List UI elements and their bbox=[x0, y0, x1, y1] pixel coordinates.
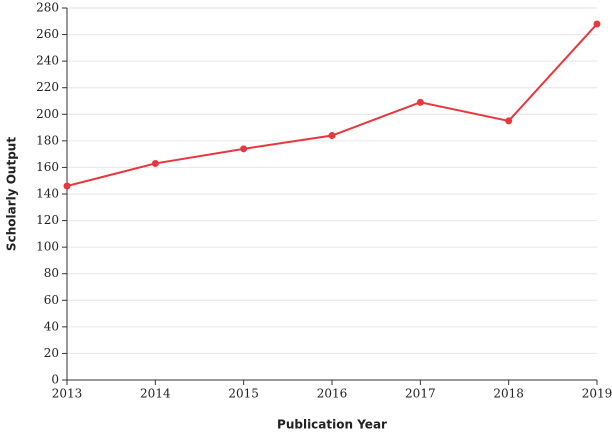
y-tick-label: 100 bbox=[36, 240, 59, 254]
y-tick-label: 80 bbox=[44, 266, 59, 280]
y-tick-label: 160 bbox=[36, 160, 59, 174]
x-axis-title: Publication Year bbox=[277, 418, 387, 432]
y-tick-label: 140 bbox=[36, 187, 59, 201]
y-tick-label: 260 bbox=[36, 27, 59, 41]
y-tick-label: 60 bbox=[44, 293, 59, 307]
x-tick-label: 2015 bbox=[228, 387, 259, 401]
point bbox=[416, 98, 424, 106]
point bbox=[328, 132, 336, 140]
point bbox=[240, 145, 248, 153]
y-tick-label: 220 bbox=[36, 80, 59, 94]
point bbox=[63, 182, 71, 190]
y-axis-title: Scholarly Output bbox=[5, 137, 19, 251]
x-tick-label: 2017 bbox=[405, 387, 436, 401]
x-tick-label: 2018 bbox=[493, 387, 524, 401]
y-tick-label: 240 bbox=[36, 54, 59, 68]
y-tick-label: 200 bbox=[36, 107, 59, 121]
x-tick-label: 2019 bbox=[582, 387, 612, 401]
x-tick-label: 2016 bbox=[317, 387, 348, 401]
y-tick-label: 0 bbox=[51, 373, 59, 387]
point bbox=[593, 20, 601, 28]
y-tick-label: 180 bbox=[36, 133, 59, 147]
y-tick-label: 280 bbox=[36, 1, 59, 15]
x-tick-label: 2014 bbox=[140, 387, 171, 401]
y-tick-label: 20 bbox=[44, 346, 59, 360]
x-tick-label: 2013 bbox=[52, 387, 83, 401]
point bbox=[151, 159, 159, 167]
line bbox=[66, 23, 598, 187]
y-tick-label: 120 bbox=[36, 213, 59, 227]
point bbox=[505, 117, 513, 125]
y-tick-label: 40 bbox=[44, 319, 59, 333]
